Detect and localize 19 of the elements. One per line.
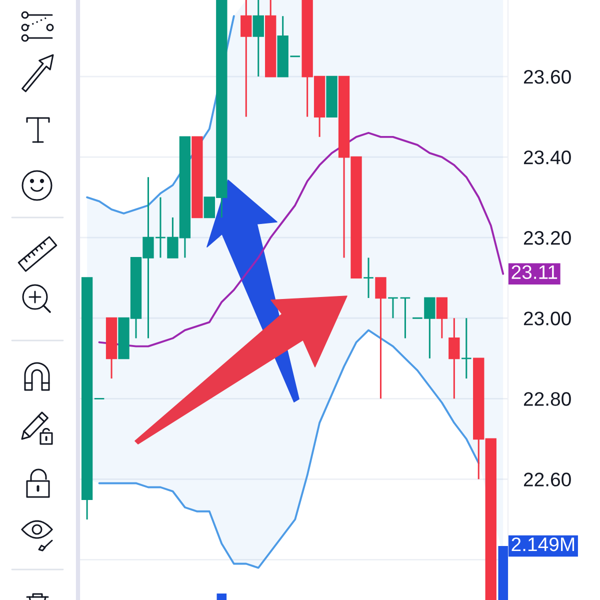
candlestick — [460, 317, 472, 380]
data-label: 23.11 — [512, 265, 558, 280]
y-tick-label: 23.40 — [524, 150, 571, 164]
line-series — [98, 132, 504, 348]
candlestick — [436, 297, 448, 340]
y-tick-label: 22.80 — [524, 392, 571, 406]
candlestick — [252, 0, 264, 78]
candlestick — [387, 297, 399, 319]
candlestick — [240, 0, 252, 118]
line-series — [98, 329, 480, 569]
y-tick-label: 22.60 — [524, 472, 571, 486]
candlestick — [448, 317, 460, 400]
candlestick — [375, 277, 386, 400]
text: 2.149M — [512, 537, 574, 552]
y-tick-label: 23.00 — [524, 312, 571, 326]
y-tick-label: 23.20 — [524, 231, 571, 245]
candlestick — [400, 297, 411, 340]
y-tick-label: 23.60 — [524, 70, 571, 84]
candlestick — [362, 256, 374, 299]
